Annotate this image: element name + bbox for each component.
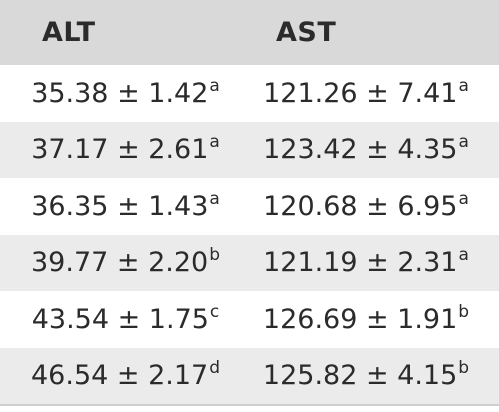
- cell-ast: 121.19 ± 2.31a: [233, 234, 499, 291]
- header-alt: ALT: [0, 0, 233, 65]
- cell-alt: 36.35 ± 1.43a: [0, 178, 233, 235]
- ast-superscript: b: [458, 358, 470, 379]
- cell-alt: 46.54 ± 2.17d: [0, 347, 233, 404]
- alt-superscript: a: [209, 75, 220, 96]
- ast-value: 121.26 ± 7.41: [263, 77, 458, 109]
- alt-superscript: b: [209, 245, 220, 266]
- alt-superscript: c: [209, 301, 220, 322]
- table-header: ALT AST: [0, 0, 499, 65]
- alt-superscript: a: [209, 188, 220, 209]
- ast-value: 121.19 ± 2.31: [263, 247, 458, 279]
- table-row: 35.38 ± 1.42a 121.26 ± 7.41a: [0, 65, 499, 122]
- alt-value: 39.77 ± 2.20: [31, 247, 209, 279]
- table-body: 35.38 ± 1.42a 121.26 ± 7.41a 37.17 ± 2.6…: [0, 65, 499, 404]
- ast-value: 125.82 ± 4.15: [262, 360, 458, 392]
- cell-alt: 35.38 ± 1.42a: [0, 65, 233, 122]
- ast-value: 120.68 ± 6.95: [263, 190, 458, 222]
- alt-superscript: a: [209, 132, 220, 153]
- alt-value: 35.38 ± 1.42: [31, 77, 209, 109]
- cell-ast: 123.42 ± 4.35a: [233, 121, 499, 178]
- ast-value: 126.69 ± 1.91: [262, 303, 458, 335]
- ast-superscript: a: [458, 245, 469, 266]
- ast-superscript: a: [458, 188, 469, 209]
- cell-ast: 126.69 ± 1.91b: [233, 291, 499, 348]
- cell-ast: 120.68 ± 6.95a: [233, 178, 499, 235]
- ast-superscript: a: [458, 75, 469, 96]
- cell-alt: 37.17 ± 2.61a: [0, 121, 233, 178]
- alt-value: 46.54 ± 2.17: [31, 360, 209, 392]
- cell-ast: 125.82 ± 4.15b: [233, 347, 499, 404]
- alt-value: 36.35 ± 1.43: [31, 190, 209, 222]
- cell-ast: 121.26 ± 7.41a: [233, 65, 499, 122]
- header-ast: AST: [233, 0, 499, 65]
- table-row: 39.77 ± 2.20b 121.19 ± 2.31a: [0, 234, 499, 291]
- table-row: 46.54 ± 2.17d 125.82 ± 4.15b: [0, 347, 499, 404]
- alt-value: 37.17 ± 2.61: [31, 134, 209, 166]
- ast-value: 123.42 ± 4.35: [263, 134, 458, 166]
- cell-alt: 39.77 ± 2.20b: [0, 234, 233, 291]
- table-bottom-rule: [0, 404, 499, 406]
- alt-value: 43.54 ± 1.75: [31, 303, 209, 335]
- ast-superscript: b: [458, 301, 470, 322]
- table-row: 36.35 ± 1.43a 120.68 ± 6.95a: [0, 178, 499, 235]
- cell-alt: 43.54 ± 1.75c: [0, 291, 233, 348]
- table-row: 37.17 ± 2.61a 123.42 ± 4.35a: [0, 121, 499, 178]
- ast-superscript: a: [458, 132, 469, 153]
- table-row: 43.54 ± 1.75c 126.69 ± 1.91b: [0, 291, 499, 348]
- header-row: ALT AST: [0, 0, 499, 65]
- alt-superscript: d: [209, 358, 220, 379]
